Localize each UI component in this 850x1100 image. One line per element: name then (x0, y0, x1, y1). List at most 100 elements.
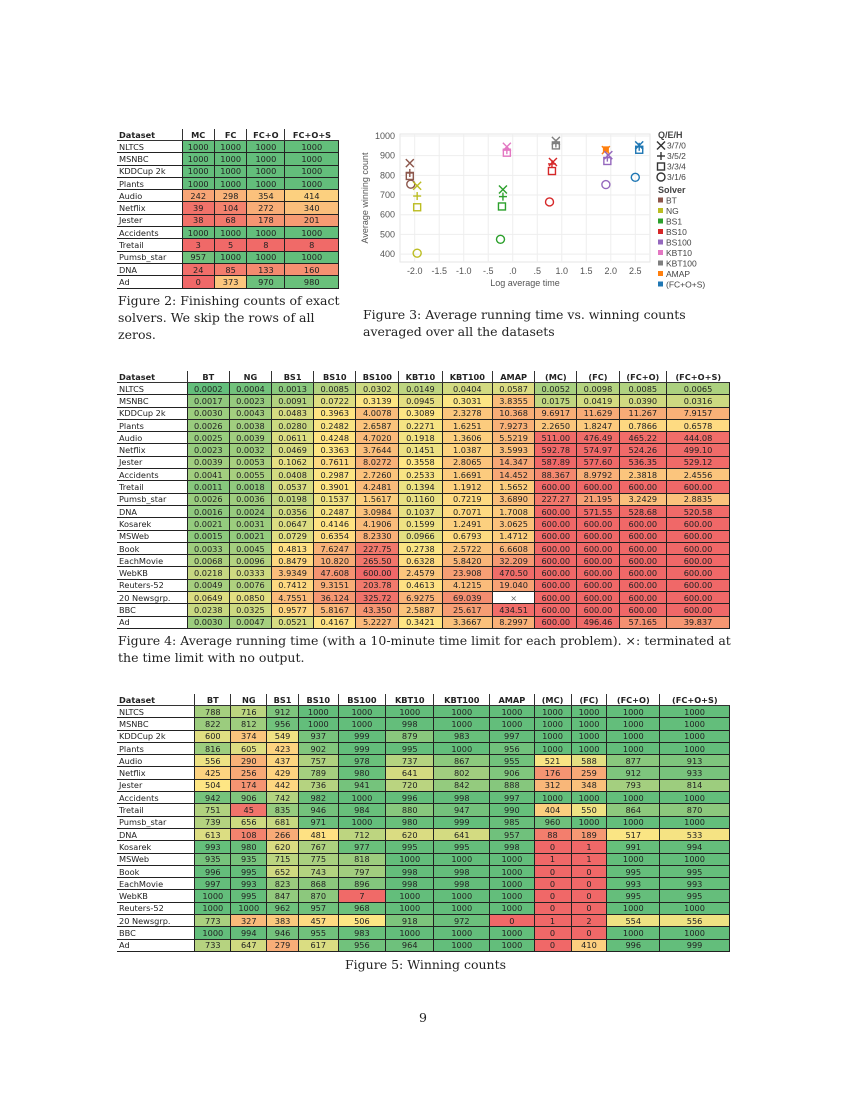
value-cell: 0.0722 (313, 394, 357, 408)
value-cell: 1.5617 (355, 492, 400, 506)
value-cell: 1000 (181, 226, 215, 240)
y-tick-label: 900 (380, 151, 395, 161)
dataset-name-cell: Ad (117, 938, 196, 952)
value-cell: 2.3818 (618, 468, 668, 482)
value-cell: 0.1394 (398, 480, 443, 494)
value-cell: 600.00 (534, 603, 578, 617)
value-cell: 414 (284, 189, 339, 203)
table-row: Ad 733 647 279 617 956 964 1000 1000 0 410 996 999 (117, 938, 730, 952)
value-cell: 265.50 (355, 554, 400, 568)
column-header: (MC) (533, 694, 572, 706)
value-cell: 879 (385, 729, 435, 743)
value-cell: 600.00 (618, 480, 668, 494)
column-header: BS100 (355, 371, 399, 383)
value-cell: 1.8247 (576, 418, 620, 433)
value-cell: 9.3151 (313, 578, 357, 593)
value-cell: 0.0085 (618, 381, 668, 396)
value-cell: 998 (433, 791, 491, 805)
value-cell: 0.0032 (228, 443, 273, 457)
value-cell: 896 (337, 877, 387, 891)
value-cell: 0.0025 (186, 431, 230, 445)
value-cell: 957 (297, 901, 339, 916)
value-cell: 1000 (433, 926, 491, 940)
value-cell: 972 (433, 914, 491, 928)
value-cell: 1000 (246, 152, 286, 166)
value-cell: 1000 (533, 791, 572, 805)
value-cell: 1000 (385, 889, 435, 903)
value-cell: 38 (181, 213, 215, 228)
table-row: DNA 0.0016 0.0024 0.0356 0.2487 3.0984 0.1037 0… (117, 504, 730, 519)
value-cell: 0.0030 (186, 406, 230, 420)
y-tick-label: 400 (380, 249, 395, 259)
value-cell: 600.00 (534, 529, 578, 543)
data-point (412, 181, 422, 191)
value-cell: 0.9577 (271, 603, 315, 617)
value-cell: 647 (230, 938, 268, 952)
value-cell: 994 (659, 840, 730, 854)
dataset-name-cell: Pumsb_star (117, 492, 188, 506)
value-cell: 600.00 (618, 578, 668, 593)
value-cell: 613 (194, 827, 232, 842)
value-cell: 536.35 (618, 455, 668, 470)
value-cell: 985 (489, 815, 535, 829)
value-cell: 996 (385, 791, 435, 805)
value-cell: 991 (606, 840, 661, 854)
legend-label: BS1 (666, 217, 682, 227)
value-cell: 0.2987 (313, 468, 357, 482)
dataset-name-cell: WebKB (117, 889, 196, 903)
value-cell: 470.50 (492, 566, 536, 580)
table-row: Plants 0.0026 0.0038 0.0280 0.2482 2.6587 0.22… (117, 418, 730, 433)
table-row: Reuters-52 0.0049 0.0076 0.7412 9.3151 203.78… (117, 578, 730, 593)
legend-marker-icon (656, 172, 666, 182)
table-row: NLTCS 788 716 912 1000 1000 1000 1000 1000 1000 10… (117, 704, 730, 719)
value-cell: 0.0065 (666, 381, 730, 396)
value-cell: 85 (213, 262, 248, 277)
value-cell: 998 (433, 877, 491, 891)
value-cell: 600.00 (618, 517, 668, 531)
column-header: BS100 (337, 694, 386, 706)
y-tick-label: 500 (380, 229, 395, 239)
value-cell: 0.0521 (271, 615, 315, 629)
dataset-name-cell: Pumsb_star (117, 250, 183, 264)
y-tick-label: 800 (380, 170, 395, 180)
value-cell: 528.68 (618, 504, 668, 519)
value-cell: 600.00 (576, 566, 620, 580)
dataset-name-cell: Pumsb_star (117, 815, 196, 829)
data-point (601, 179, 611, 190)
value-cell: 995 (385, 840, 435, 854)
table-row: WebKB 0.0218 0.0333 3.9349 47.608 600.00 2.457… (117, 566, 730, 580)
value-cell: 1000 (284, 226, 339, 240)
value-cell: 1000 (606, 704, 661, 719)
x-tick-label: -1.5 (431, 266, 447, 276)
value-cell: 256 (230, 766, 268, 780)
value-cell: 0.0045 (228, 541, 273, 556)
value-cell: 1000 (606, 717, 661, 731)
table-row: MSNBC 822 812 956 1000 1000 998 1000 1000 1000 100… (117, 717, 730, 731)
value-cell: 325.72 (355, 591, 400, 605)
value-cell: 0.0026 (186, 418, 230, 433)
value-cell: 0.7071 (441, 504, 494, 519)
value-cell: 842 (433, 778, 491, 793)
value-cell: 25.617 (441, 603, 494, 617)
dataset-name-cell: Jester (117, 455, 188, 470)
value-cell: 1000 (606, 926, 661, 940)
data-point (498, 192, 507, 201)
table-row: MSNBC 0.0017 0.0023 0.0091 0.0722 0.3139 0.094… (117, 394, 730, 408)
value-cell: 36.124 (313, 591, 357, 605)
value-cell: 1000 (337, 815, 387, 829)
dataset-name-cell: 20 Newsgrp. (117, 591, 188, 605)
value-cell: 906 (489, 766, 535, 780)
value-cell: 1000 (606, 815, 661, 829)
value-cell: 0.0039 (186, 455, 230, 470)
column-header: BS1 (271, 371, 314, 383)
value-cell: 681 (266, 815, 299, 829)
value-cell: 0.0316 (666, 394, 730, 408)
value-cell: 733 (194, 938, 232, 952)
dataset-name-cell: MSNBC (117, 152, 183, 166)
legend-label: KBT10 (666, 248, 692, 258)
value-cell: 946 (297, 803, 339, 817)
figure3-scatter-chart: 400 500 600 700 800 900 1000 -2.0 -1.5 -1.0 -.5 .0.… (360, 130, 705, 290)
value-cell: 1000 (489, 938, 535, 952)
value-cell: 712 (337, 827, 387, 842)
value-cell: 1000 (433, 741, 491, 756)
